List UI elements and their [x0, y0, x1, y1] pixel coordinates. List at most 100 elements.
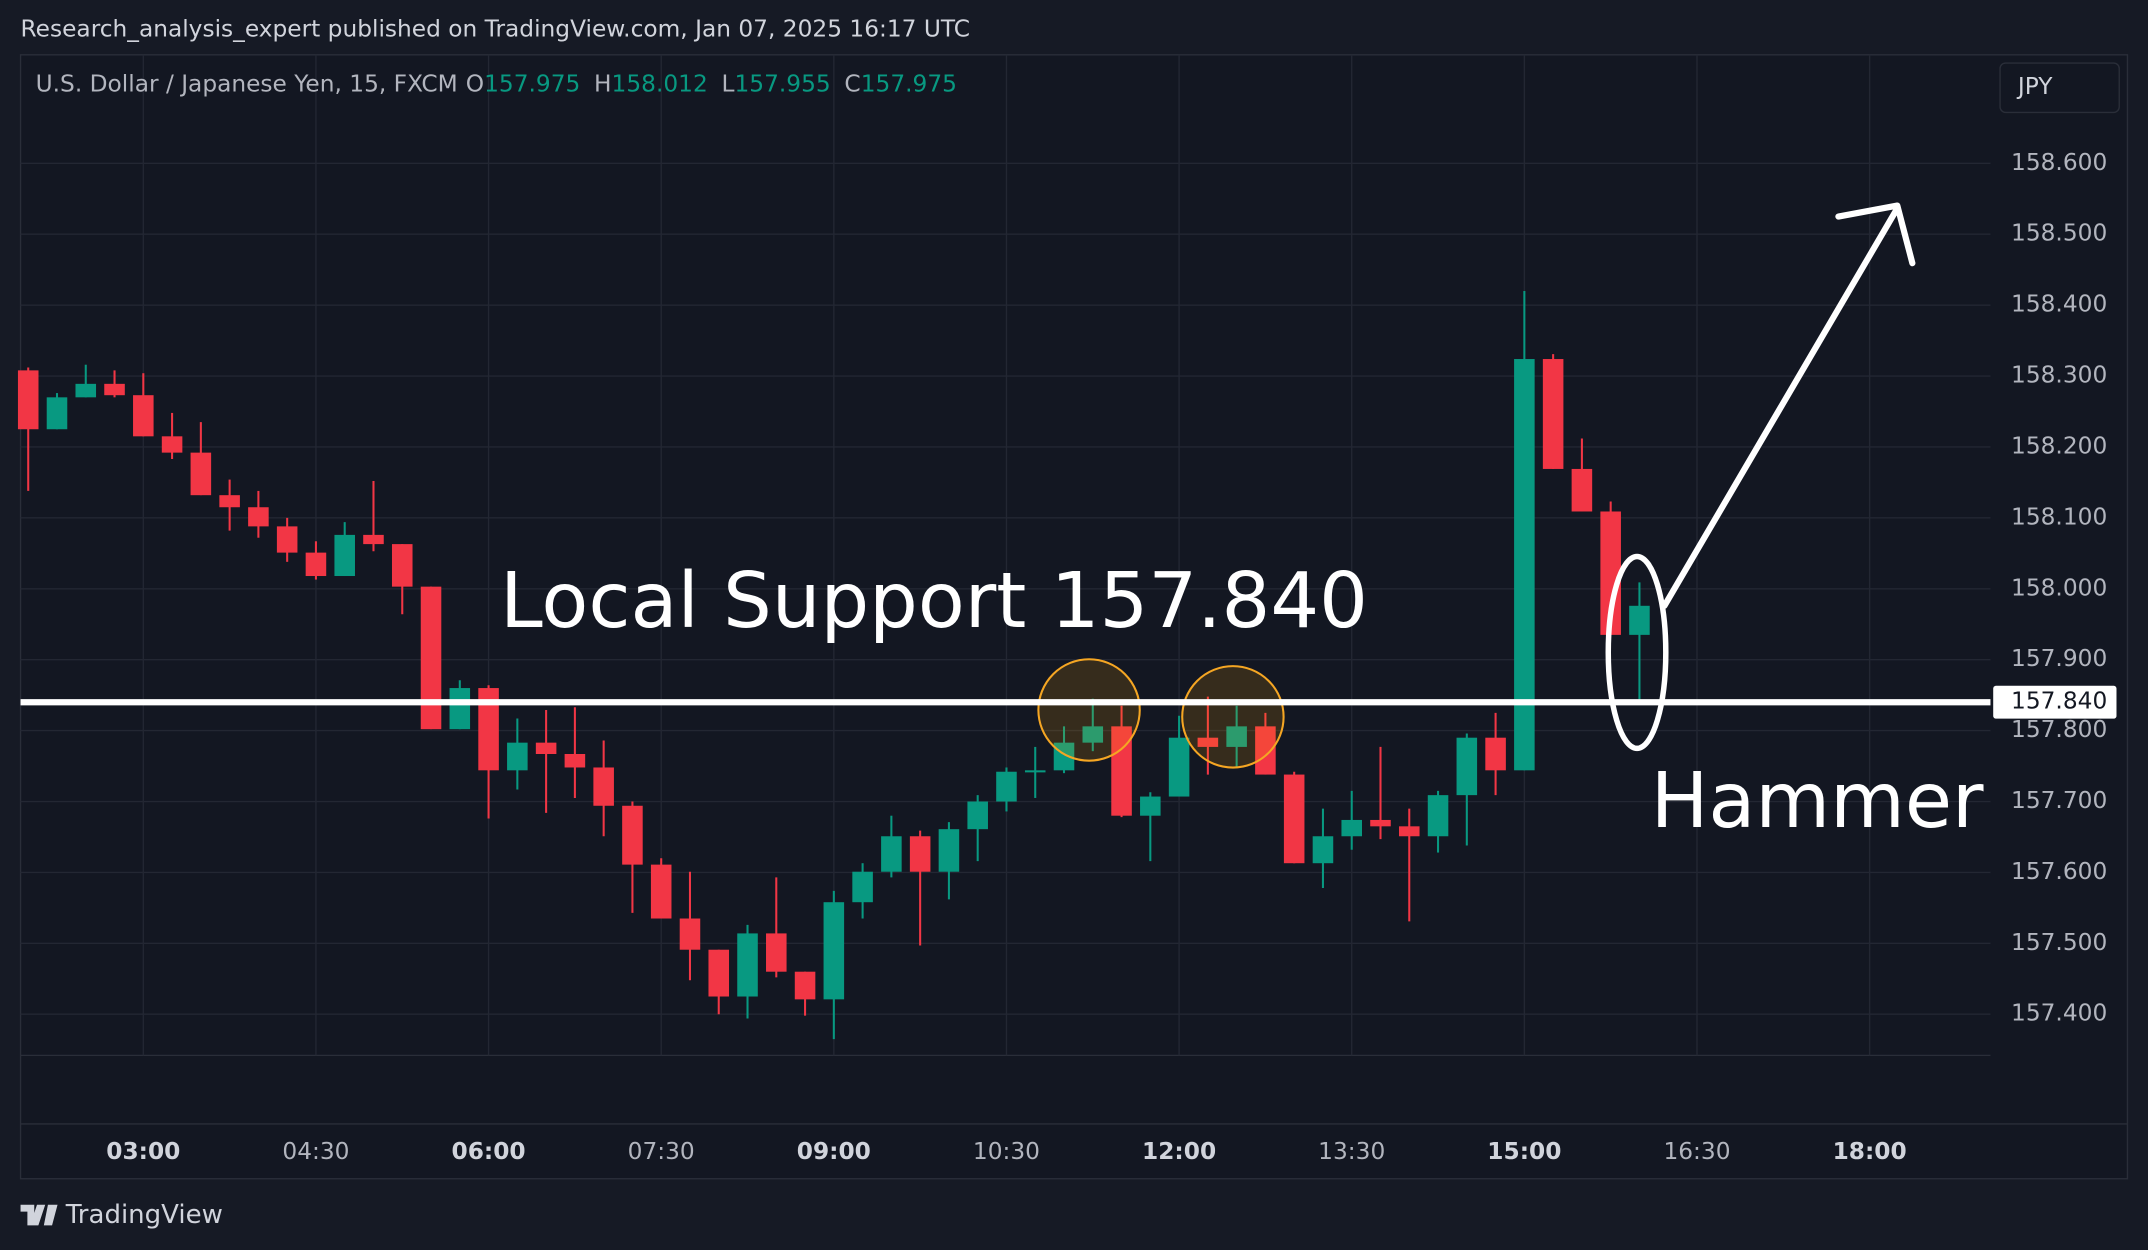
candle-body	[1283, 774, 1305, 864]
y-tick-label: 158.500	[2011, 220, 2107, 247]
candle-body	[1312, 836, 1334, 864]
y-tick-label: 158.300	[2011, 362, 2107, 389]
y-tick-label: 158.600	[2011, 149, 2107, 176]
candle-body	[1024, 770, 1046, 773]
candle-body	[1111, 726, 1132, 816]
candle-body	[305, 552, 327, 577]
y-tick-label: 157.500	[2011, 929, 2107, 956]
x-tick-label: 10:30	[973, 1138, 1040, 1165]
ohlc-label: L	[722, 70, 735, 97]
candle-body	[46, 397, 68, 430]
currency[interactable]: JPY	[2016, 73, 2053, 100]
candle-body	[794, 971, 816, 1000]
candle-body	[1456, 737, 1478, 796]
candle-body	[161, 436, 183, 453]
candle-body	[996, 771, 1017, 802]
annotation: Local Support 157.840	[500, 557, 1368, 646]
candle-body	[420, 586, 442, 730]
candle-body	[248, 507, 269, 527]
candle-body	[967, 801, 988, 830]
candle-body	[564, 754, 586, 768]
ohlc-value: 157.975	[861, 70, 957, 97]
y-tick-label: 157.700	[2011, 787, 2107, 814]
ohlc-value: 157.975	[484, 70, 580, 97]
publisher: Research_analysis_expert published on Tr…	[21, 16, 970, 43]
brand: TradingView	[65, 1200, 223, 1230]
annotation: Hammer	[1651, 757, 1984, 846]
candle-body	[1629, 605, 1650, 635]
y-tick-label: 157.900	[2011, 645, 2107, 672]
support-price-box	[1993, 685, 2117, 719]
symbol: U.S. Dollar / Japanese Yen, 15, FXCM	[36, 70, 458, 97]
candle-body	[1514, 359, 1535, 771]
ohlc-label: C	[844, 70, 860, 97]
candle-body	[881, 836, 902, 872]
y-tick-label: 158.400	[2011, 291, 2107, 318]
x-tick-label: 16:30	[1663, 1138, 1730, 1165]
candle-body	[190, 452, 212, 496]
highlight-circle	[1037, 658, 1141, 762]
chart-frame	[19, 54, 2129, 1180]
candle-body	[593, 767, 614, 806]
candle-body	[1197, 737, 1219, 747]
logo-icon	[20, 1204, 58, 1226]
candle-body	[1398, 826, 1420, 837]
x-tick-label: 15:00	[1487, 1138, 1561, 1165]
x-tick-label: 09:00	[797, 1138, 871, 1165]
candle-body	[650, 864, 672, 919]
y-tick-label: 158.200	[2011, 432, 2107, 459]
x-tick-label: 18:00	[1833, 1138, 1907, 1165]
candle-body	[1571, 468, 1593, 512]
candle-body	[1255, 726, 1276, 775]
candle-body	[938, 829, 960, 872]
currency-button[interactable]	[1999, 62, 2120, 114]
candle-body	[823, 902, 845, 1000]
candle-body	[679, 918, 701, 950]
x-tick-label: 13:30	[1318, 1138, 1385, 1165]
y-tick-label: 157.600	[2011, 858, 2107, 885]
x-tick-label: 12:00	[1142, 1138, 1216, 1165]
hammer-ellipse	[1605, 553, 1669, 752]
candle-body	[852, 871, 873, 903]
x-tick-label: 03:00	[106, 1138, 180, 1165]
candle-body	[535, 742, 557, 755]
candle-body	[766, 933, 787, 972]
candle-body	[449, 688, 471, 730]
ohlc-value: 158.012	[612, 70, 708, 97]
y-tick-label: 157.800	[2011, 716, 2107, 743]
x-tick-label: 04:30	[282, 1138, 349, 1165]
x-tick-label: 07:30	[628, 1138, 695, 1165]
candle-body	[478, 688, 499, 771]
y-tick-label: 158.000	[2011, 574, 2107, 601]
footer-logo: TradingView	[20, 1200, 223, 1230]
candle-body	[1082, 726, 1104, 743]
candle-body	[1485, 737, 1506, 771]
ohlc-label: H	[594, 70, 612, 97]
candle-body	[622, 805, 643, 865]
candle-body	[737, 933, 758, 997]
y-tick-label: 157.400	[2011, 1000, 2107, 1027]
candle-body	[1226, 726, 1247, 747]
grid	[20, 54, 1991, 1056]
x-tick-label: 06:00	[452, 1138, 526, 1165]
candle-body	[1168, 737, 1190, 797]
candle-body	[363, 534, 384, 545]
candles	[17, 290, 1650, 1040]
candle-body	[334, 534, 355, 577]
candle-body	[1341, 819, 1363, 837]
candle-body	[104, 383, 125, 396]
candle-body	[507, 742, 528, 771]
candle-body	[133, 395, 154, 437]
candle-body	[1600, 511, 1621, 635]
ohlc-label: O	[466, 70, 484, 97]
highlight-circle	[1181, 665, 1285, 769]
candle-body	[75, 383, 97, 398]
candle-body	[17, 370, 39, 430]
candle-body	[276, 526, 298, 553]
arrow	[1661, 202, 1916, 609]
ohlc-legend: O 157.975 H 158.012 L 157.955 C 157.975	[466, 70, 957, 97]
support-price-label: 157.840	[2011, 688, 2107, 715]
ohlc-value: 157.955	[734, 70, 830, 97]
